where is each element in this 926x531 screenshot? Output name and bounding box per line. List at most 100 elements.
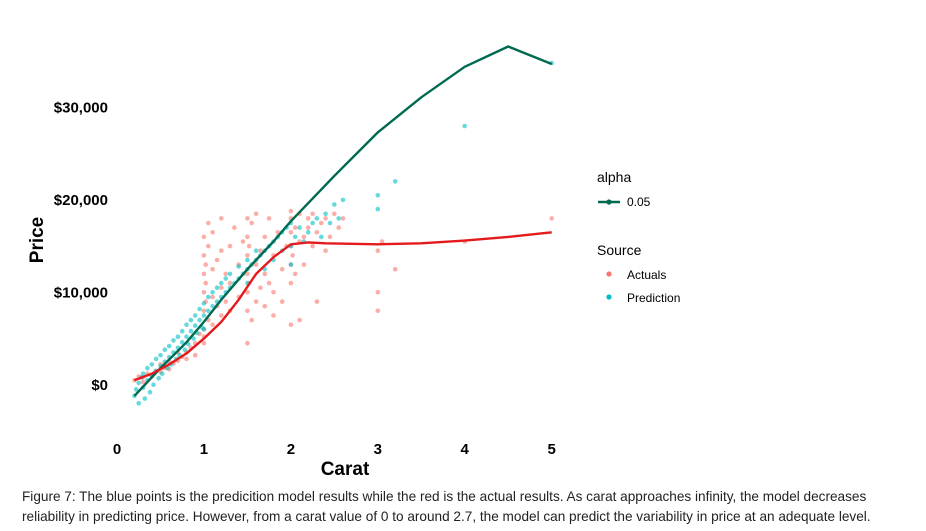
actuals-point (214, 257, 220, 263)
prediction-point (192, 313, 198, 318)
actuals-point (223, 299, 228, 304)
legend-label-actuals: Actuals (627, 268, 666, 282)
x-tick-label: 5 (548, 441, 556, 458)
actuals-point (310, 243, 315, 249)
actuals-point (201, 308, 207, 314)
x-tick-label: 1 (200, 441, 208, 458)
prediction-point (201, 313, 207, 318)
prediction-point (227, 271, 233, 277)
actuals-point (245, 234, 250, 240)
x-tick-label: 0 (113, 441, 121, 458)
prediction-point (210, 303, 215, 309)
legend-title-source: Source (597, 242, 642, 258)
prediction-point (214, 285, 220, 291)
actuals-point (246, 243, 252, 249)
prediction-point (323, 211, 328, 217)
prediction-point (191, 336, 196, 341)
prediction-point (142, 396, 148, 401)
actuals-point (203, 262, 208, 267)
actuals-point (290, 253, 295, 258)
prediction-point (332, 202, 337, 207)
scatter-plot: $0 $10,000 $20,000 $30,000 0 1 2 3 4 5 Price Car… (27, 45, 680, 480)
actuals-point (375, 308, 381, 314)
actuals-point (288, 322, 294, 328)
actuals-point (253, 211, 259, 217)
actuals-point (288, 208, 294, 214)
actuals-point (310, 211, 315, 217)
actuals-point (266, 280, 272, 286)
actuals-point (219, 313, 224, 318)
prediction-point (310, 220, 315, 226)
actuals-point (201, 234, 207, 240)
actuals-point (240, 239, 246, 244)
actuals-point (192, 352, 198, 358)
actuals-point (336, 225, 342, 230)
x-tick-label: 2 (287, 441, 295, 458)
prediction-point (201, 301, 207, 306)
prediction-point (149, 362, 155, 367)
legend-key-actuals (606, 271, 612, 277)
actuals-point (219, 248, 224, 253)
actuals-point (332, 211, 337, 217)
actuals-point (266, 216, 272, 221)
prediction-point (140, 371, 146, 377)
legend-key-point (606, 199, 612, 205)
actuals-point (232, 225, 237, 230)
actuals-point (271, 313, 276, 318)
actuals-point (323, 248, 328, 253)
actuals-point (319, 220, 324, 226)
chart-figure: $0 $10,000 $20,000 $30,000 0 1 2 3 4 5 Price Car… (27, 45, 680, 480)
actuals-point (206, 243, 211, 249)
prediction-point (219, 280, 224, 286)
prediction-point (319, 234, 324, 240)
prediction-point (166, 343, 172, 349)
actuals-point (314, 230, 320, 235)
prediction-point (305, 230, 311, 235)
actuals-point (245, 271, 250, 277)
actuals-point (210, 322, 215, 328)
points-layer (132, 60, 554, 406)
actuals-point (292, 225, 298, 230)
actuals-point (210, 266, 215, 272)
prediction-point (210, 290, 215, 295)
prediction-point (182, 347, 188, 353)
prediction-point (159, 371, 165, 377)
prediction-point (179, 340, 185, 345)
actuals-point (297, 317, 302, 323)
prediction-point (192, 323, 198, 328)
actuals-point (323, 216, 328, 221)
actuals-point (227, 243, 233, 249)
actuals-point (301, 262, 307, 267)
prediction-point (327, 220, 333, 226)
actuals-point (245, 216, 250, 221)
actuals-point (279, 266, 285, 272)
prediction-point (462, 123, 468, 129)
actuals-point (245, 253, 250, 258)
actuals-point (301, 234, 307, 240)
prediction-point (175, 334, 181, 340)
prediction-point (153, 356, 159, 362)
actuals-point (305, 216, 311, 221)
y-tick-label: $30,000 (54, 100, 108, 117)
actuals-point (279, 299, 285, 304)
actuals-point (392, 266, 398, 272)
y-axis-ticks: $0 $10,000 $20,000 $30,000 (54, 100, 108, 394)
legend-title-alpha: alpha (597, 169, 631, 185)
actuals-point (375, 290, 381, 295)
actuals-point (314, 299, 320, 304)
actuals-point (262, 234, 268, 240)
prediction-point (147, 389, 153, 395)
actuals-point (227, 280, 233, 286)
prediction-point (297, 225, 302, 230)
actuals-point (249, 317, 254, 323)
actuals-trend-line (133, 231, 552, 382)
actuals-point (262, 303, 268, 309)
x-axis-title: Carat (321, 459, 370, 480)
prediction-point (375, 193, 381, 198)
actuals-point (292, 271, 298, 277)
prediction-point (253, 248, 259, 253)
actuals-point (206, 220, 211, 226)
actuals-point (262, 271, 268, 277)
actuals-point (219, 285, 224, 291)
prediction-point (171, 338, 176, 343)
